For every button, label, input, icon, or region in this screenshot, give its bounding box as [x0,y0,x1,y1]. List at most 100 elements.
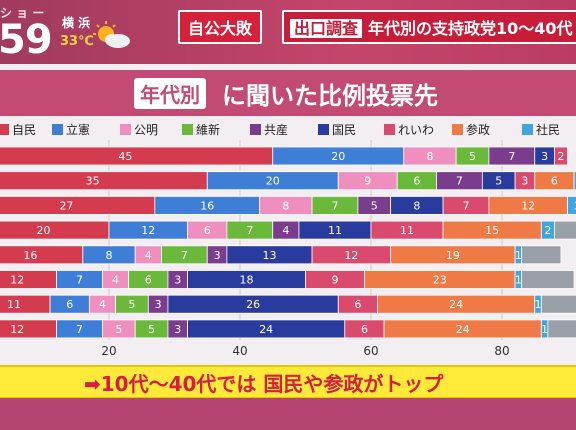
weather-temperature: 33℃ [60,34,94,49]
bar-value-label: 8 [106,249,113,262]
legend-swatch [318,124,329,135]
legend-item: 自民 [0,121,36,138]
bar-value-label: 5 [148,323,155,336]
bar-value-label: 7 [508,150,515,163]
bar-value-label: 3 [155,298,162,311]
legend-item: 国民 [318,121,356,138]
legend-item: 公明 [120,121,158,138]
bar-value-label: 24 [259,323,273,336]
bar-value-label: 20 [266,175,280,188]
bar-value-label: 6 [413,175,420,188]
bar-value-label: 3 [174,274,181,287]
legend-item: 立憲 [52,121,90,138]
bar-value-label: 5 [128,298,135,311]
legend-item: 社民 [522,121,560,138]
bar-value-label: 5 [115,323,122,336]
bar-value-label: 3 [174,323,181,336]
bar-value-label: 7 [331,199,338,212]
chart-title: に聞いた比例投票先 [222,82,438,110]
headline-banner: 出口調査 年代別の支持政党10〜40代 [282,10,576,44]
bar-segment [0,319,57,339]
bar-value-label: 18 [240,274,254,287]
bar-segment [0,270,57,289]
bar-value-label: 8 [413,199,420,212]
chart-title-chip: 年代別 [134,78,206,109]
legend-label: 国民 [332,123,357,137]
bar-value-label: 7 [246,224,253,237]
bar-value-label: 6 [66,298,73,311]
bar-value-label: 20 [37,224,51,237]
legend-label: 立憲 [66,123,91,137]
bar-segment [0,146,274,166]
x-tick-label: 20 [101,344,116,358]
bar-value-label: 5 [469,150,476,163]
bar-segment [554,220,576,240]
bar-value-label: 2 [544,224,551,237]
bar-value-label: 16 [23,249,37,262]
legend-swatch [52,124,63,135]
bar-value-label: 1 [541,323,548,336]
legend-swatch [384,124,395,135]
legend-label: 維新 [196,123,221,137]
bar-value-label: 5 [371,199,378,212]
legend-item: れいわ [384,121,434,138]
bar-value-label: 6 [361,323,368,336]
bar-value-label: 16 [200,199,214,212]
bar-value-label: 24 [456,323,470,336]
bar-value-label: 11 [328,224,342,237]
stacked-bar-chart: 2040608045208573235209675363271687587123… [0,140,576,358]
clock-minutes: 59 [0,17,53,63]
bar-value-label: 15 [485,224,499,237]
bar-value-label: 12 [344,249,358,262]
chart-title-band [0,70,576,116]
bar-segment [0,220,110,240]
bar-value-label: 23 [433,274,447,287]
bar-value-label: 11 [400,224,414,237]
bar-segment [521,245,562,265]
bar-value-label: 12 [141,224,155,237]
bar-value-label: 1 [515,274,522,287]
legend-item: 共産 [250,121,288,138]
legend-swatch [522,124,533,135]
headline-badge: 自公大敗 [178,10,263,44]
bar-value-label: 6 [145,274,152,287]
legend-swatch [0,124,9,135]
legend-label: 社民 [536,123,561,137]
exit-poll-label: 出口調査 [290,19,363,38]
bar-value-label: 12 [521,199,535,212]
bar-value-label: 26 [246,298,260,311]
x-tick-label: 40 [232,344,247,358]
bar-segment [0,245,84,265]
bar-value-label: 8 [426,150,433,163]
legend-label: 共産 [264,123,289,137]
bottom-band [0,398,576,430]
bar-segment [573,171,576,191]
bar-value-label: 6 [551,175,558,188]
bar-segment [547,319,576,339]
legend-swatch [120,124,131,135]
legend-item: 参政 [452,121,490,138]
bar-value-label: 7 [462,199,469,212]
legend-swatch [250,124,261,135]
legend-item: 維新 [182,121,220,138]
bar-value-label: 27 [59,199,73,212]
bar-value-label: 6 [354,298,361,311]
bar-value-label: 4 [112,274,119,287]
bar-value-label: 20 [331,150,345,163]
bar-value-label: 3 [214,249,221,262]
show-name: シ ョ ー [0,6,45,20]
bar-value-label: 2 [557,150,564,163]
bar-value-label: 7 [456,175,463,188]
bar-value-label: 4 [282,224,289,237]
x-tick-label: 60 [363,344,378,358]
bar-value-label: 9 [364,175,371,188]
legend-label: 自民 [12,123,37,137]
bar-value-label: 12 [10,274,24,287]
bar-segment [540,294,576,314]
bar-value-label: 45 [118,150,132,163]
bar-value-label: 5 [495,175,502,188]
bar-value-label: 8 [282,199,289,212]
sun-cloud-icon [93,21,130,48]
caption-banner [0,365,576,399]
legend-label: れいわ [398,123,435,137]
